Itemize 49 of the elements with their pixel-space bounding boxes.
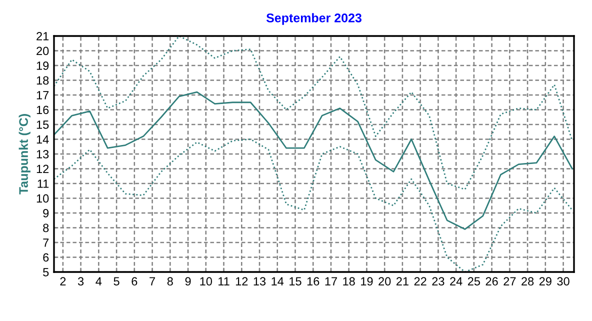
x-tick-label: 20 — [378, 277, 391, 286]
y-tick-label: 8 — [43, 224, 49, 232]
y-tick-label: 15 — [36, 120, 49, 129]
y-tick-label: 5 — [43, 268, 49, 276]
y-tick-label: 16 — [36, 106, 49, 114]
chart-title: September 2023 — [266, 13, 362, 25]
x-tick-label: 14 — [272, 277, 284, 286]
y-tick-label: 10 — [36, 194, 49, 203]
x-tick-label: 25 — [468, 277, 480, 286]
y-tick-label: 12 — [36, 164, 49, 174]
x-tick-label: 28 — [522, 277, 534, 286]
x-tick-label: 23 — [432, 277, 444, 286]
x-tick-label: 4 — [96, 277, 102, 286]
y-tick-label: 7 — [43, 238, 49, 247]
x-tick-label: 22 — [414, 277, 426, 286]
x-tick-label: 16 — [307, 277, 320, 286]
y-tick-label: 20 — [36, 46, 49, 56]
y-tick-label: 19 — [36, 62, 49, 70]
y-tick-label: 6 — [43, 253, 49, 262]
x-tick-label: 21 — [396, 277, 408, 286]
x-tick-label: 8 — [167, 277, 173, 286]
x-tick-label: 30 — [557, 277, 570, 286]
y-tick-label: 14 — [36, 135, 49, 144]
x-tick-label: 19 — [361, 277, 373, 286]
x-tick-label: 2 — [60, 277, 66, 286]
x-tick-label: 12 — [236, 277, 248, 286]
x-tick-label: 7 — [150, 277, 155, 286]
y-tick-label: 13 — [36, 150, 49, 158]
x-tick-label: 9 — [185, 277, 191, 286]
x-tick-label: 18 — [343, 277, 355, 286]
y-tick-label: 9 — [43, 209, 49, 218]
x-tick-label: 5 — [114, 277, 120, 286]
x-tick-label: 24 — [450, 277, 462, 286]
y-tick-label: 18 — [36, 76, 49, 85]
y-tick-label: 17 — [36, 91, 49, 100]
x-tick-label: 26 — [486, 277, 498, 286]
y-tick-label: 21 — [36, 32, 49, 40]
x-tick-label: 15 — [290, 277, 302, 286]
x-tick-label: 10 — [200, 277, 212, 286]
x-tick-label: 29 — [539, 277, 552, 286]
line-series — [54, 91, 573, 230]
x-tick-label: 6 — [132, 277, 138, 286]
x-tick-label: 13 — [254, 277, 266, 286]
y-tick-label: 11 — [38, 180, 49, 188]
x-tick-label: 3 — [78, 277, 84, 286]
y-axis-title: Taupunkt (°C) — [18, 114, 30, 194]
x-tick-label: 27 — [504, 277, 516, 286]
x-tick-label: 11 — [218, 277, 230, 286]
x-tick-label: 17 — [325, 277, 337, 286]
